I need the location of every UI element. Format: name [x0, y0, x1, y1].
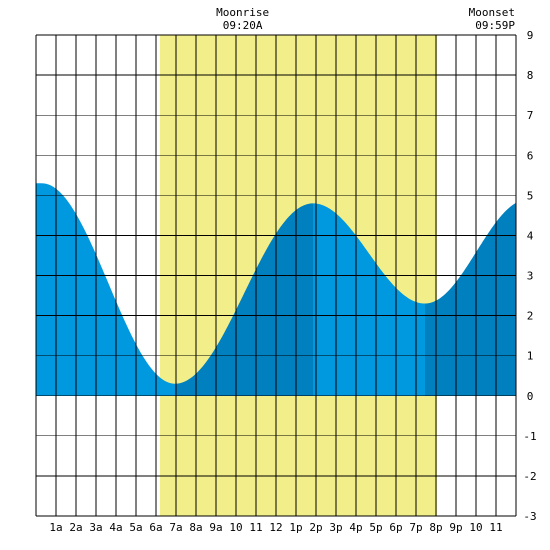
x-tick-label: 8a [189, 521, 202, 534]
moonrise-time: 09:20A [223, 19, 263, 32]
moonset-time: 09:59P [475, 19, 515, 32]
grid-lines [35, 34, 517, 517]
y-tick-label: 7 [527, 109, 534, 122]
tide-segment-3 [313, 203, 425, 396]
x-tick-label: 7a [169, 521, 182, 534]
x-tick-label: 3p [329, 521, 342, 534]
x-tick-label: 5a [129, 521, 142, 534]
x-tick-label: 2p [309, 521, 322, 534]
x-tick-label: 6a [149, 521, 162, 534]
x-tick-label: 2a [69, 521, 82, 534]
tide-segment-2 [175, 203, 313, 396]
x-tick-label: 8p [429, 521, 442, 534]
x-tick-label: 5p [369, 521, 382, 534]
y-tick-label: 2 [527, 310, 534, 323]
x-tick-label: 11 [489, 521, 502, 534]
moon-annotations: Moonrise 09:20A Moonset 09:59P [216, 6, 515, 32]
x-axis-ticks: 1a 2a 3a 4a 5a 6a 7a 8a 9a 10 11 12 1p 2p 3p 4p 5p 6p 7p 8p… [49, 521, 502, 534]
tide-segment-1 [36, 183, 175, 396]
x-tick-label: 1p [289, 521, 302, 534]
y-tick-label: 6 [527, 149, 534, 162]
y-tick-label: 1 [527, 350, 534, 363]
tide-area [36, 183, 516, 396]
y-tick-label: 8 [527, 69, 534, 82]
y-axis-ticks: 9 8 7 6 5 4 3 2 1 0 -1 -2 -3 [523, 29, 536, 523]
y-tick-label: -1 [523, 430, 536, 443]
x-tick-label: 6p [389, 521, 402, 534]
x-tick-label: 9p [449, 521, 462, 534]
y-tick-label: 5 [527, 189, 534, 202]
x-tick-label: 9a [209, 521, 222, 534]
y-tick-label: 3 [527, 270, 534, 283]
x-tick-label: 1a [49, 521, 62, 534]
moonset-label: Moonset [469, 6, 515, 19]
x-tick-label: 10 [229, 521, 242, 534]
x-tick-label: 4p [349, 521, 362, 534]
x-tick-label: 3a [89, 521, 102, 534]
y-tick-label: 0 [527, 390, 534, 403]
x-tick-label: 7p [409, 521, 422, 534]
tide-segment-4 [425, 202, 516, 396]
y-tick-label: -2 [523, 470, 536, 483]
x-tick-label: 12 [269, 521, 282, 534]
x-tick-label: 11 [249, 521, 262, 534]
x-tick-label: 4a [109, 521, 122, 534]
x-tick-label: 10 [469, 521, 482, 534]
y-tick-label: -3 [523, 510, 536, 523]
y-tick-label: 9 [527, 29, 534, 42]
moonrise-label: Moonrise [216, 6, 269, 19]
y-tick-label: 4 [527, 229, 534, 242]
